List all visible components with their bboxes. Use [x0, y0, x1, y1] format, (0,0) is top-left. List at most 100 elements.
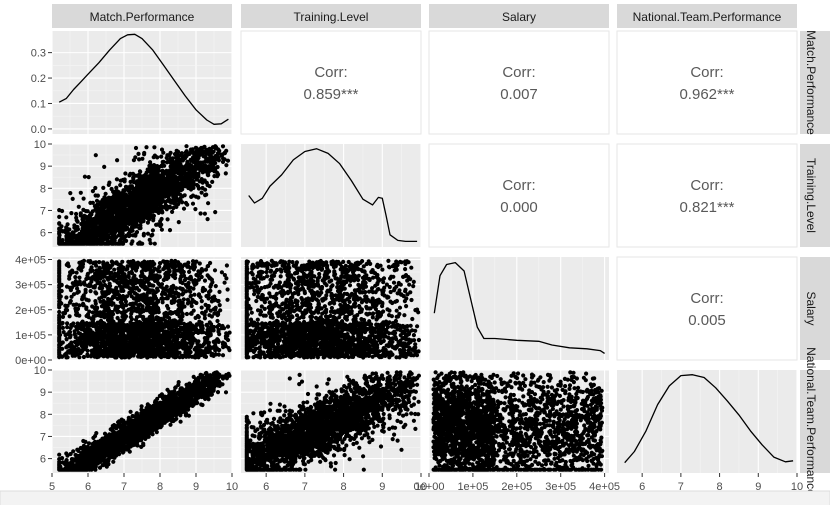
strip-label-row-3: Salary: [804, 291, 818, 325]
panel-r3-c1: [51, 257, 233, 361]
scatter-dots: [244, 370, 421, 472]
density-line-3: [433, 261, 605, 354]
left-tick-label: 9: [40, 161, 46, 173]
corr-panel-bg: [428, 143, 610, 248]
left-tick-label: 1e+05: [15, 330, 46, 342]
panel-r2-c3: Corr: 0.000: [428, 143, 610, 248]
corr-value: 0.007: [500, 86, 538, 103]
scatter-dots: [57, 370, 232, 472]
panel-r4-c4: [617, 370, 798, 473]
corr-panel-bg: [428, 30, 610, 135]
bottom-tick-label: 2e+05: [501, 481, 532, 493]
left-tick-label: 8: [40, 409, 46, 421]
corr-value: 0.859***: [303, 86, 358, 103]
scatter-points-r4-c1: [57, 370, 232, 472]
left-tick-label: 0.3: [31, 48, 46, 60]
bottom-tick-label: 9: [755, 481, 761, 493]
corr-label: Corr:: [690, 64, 723, 81]
strip-label-row-2: Training.Level: [804, 158, 818, 233]
strip-label-row-1: Match.Performance: [804, 30, 818, 135]
column-strip-labels: Match.Performance Training.Level Salary Nat…: [52, 4, 797, 28]
panel-r1-c4: Corr: 0.962***: [616, 30, 798, 135]
strip-label-row-4: National.Team.Performance: [804, 347, 818, 496]
scatter-points-r2-c1: [57, 144, 231, 246]
panel-r3-c4: Corr: 0.005: [616, 256, 798, 361]
strip-bg-col-4: [617, 4, 797, 28]
bottom-tick-label: 9: [379, 481, 385, 493]
bottom-tick-label: 7: [121, 481, 127, 493]
bottom-tick-label: 6: [639, 481, 645, 493]
left-tick-label: 4e+05: [15, 255, 46, 267]
left-tick-label: 9: [40, 387, 46, 399]
scatter-points-r4-c2: [244, 370, 421, 472]
strip-bg-row-1: [800, 31, 830, 134]
left-tick-label: 7: [40, 431, 46, 443]
bottom-tick-label: 10: [791, 481, 803, 493]
panel-r4-c1: [51, 369, 233, 473]
bottom-tick-label: 8: [157, 481, 163, 493]
left-tick-label: 0e+00: [15, 355, 46, 367]
strip-bg-col-1: [52, 4, 232, 28]
scatter-dots: [57, 258, 232, 360]
panel-r1-c1: [51, 31, 233, 134]
bottom-tick-label: 6: [263, 481, 269, 493]
panel-r2-c2: [241, 144, 422, 247]
bottom-tick-label: 1e+05: [457, 481, 488, 493]
panel-r4-c3: [428, 369, 609, 473]
panel-r1-c2: Corr: 0.859***: [240, 30, 422, 135]
strip-bg-col-3: [429, 4, 609, 28]
bottom-tick-label: 5: [49, 481, 55, 493]
left-tick-label: 0.1: [31, 98, 46, 110]
corr-panel-bg: [616, 143, 798, 248]
strip-label-col-4: National.Team.Performance: [633, 10, 782, 24]
scatter-dots: [431, 370, 605, 472]
left-tick-label: 0.2: [31, 73, 46, 85]
left-tick-label: 10: [34, 365, 46, 377]
bottom-tick-label: 4e+05: [589, 481, 620, 493]
corr-panel-bg: [616, 30, 798, 135]
strip-bg-row-3: [800, 257, 830, 360]
panel-bg: [241, 144, 421, 247]
corr-value: 0.000: [500, 199, 538, 216]
scatter-points-r3-c2: [244, 258, 421, 360]
corr-panel-bg: [240, 30, 422, 135]
corr-label: Corr:: [502, 64, 535, 81]
bottom-tick-label: 9: [193, 481, 199, 493]
panel-r2-c4: Corr: 0.821***: [616, 143, 798, 248]
strip-bg-col-2: [241, 4, 421, 28]
bottom-tick-label: 8: [341, 481, 347, 493]
bottom-tick-label: 10: [415, 481, 427, 493]
corr-value: 0.962***: [679, 86, 734, 103]
panel-bg: [429, 257, 609, 360]
bottom-tick-label: 0e+00: [414, 481, 445, 493]
panel-r4-c2: [241, 369, 422, 473]
bottom-tick-label: 3e+05: [545, 481, 576, 493]
left-axis-ticks: 0.00.10.20.36789100e+001e+052e+053e+054e…: [15, 48, 52, 466]
bottom-tick-label: 8: [717, 481, 723, 493]
left-tick-label: 10: [34, 139, 46, 151]
corr-label: Corr:: [502, 177, 535, 194]
strip-label-col-3: Salary: [502, 10, 536, 24]
density-line-1: [58, 33, 229, 125]
strip-label-col-2: Training.Level: [294, 10, 369, 24]
scatter-dots: [57, 144, 231, 246]
panel-r3-c3: [428, 257, 609, 360]
bottom-tick-label: 6: [85, 481, 91, 493]
left-tick-label: 6: [40, 454, 46, 466]
left-tick-label: 6: [40, 228, 46, 240]
panel-r1-c3: Corr: 0.007: [428, 30, 610, 135]
corr-label: Corr:: [690, 290, 723, 307]
panel-r2-c1: [51, 143, 233, 247]
left-tick-label: 3e+05: [15, 280, 46, 292]
corr-value: 0.821***: [679, 199, 734, 216]
left-tick-label: 8: [40, 183, 46, 195]
scatter-points-r4-c3: [431, 370, 605, 472]
corr-label: Corr:: [314, 64, 347, 81]
bottom-tick-label: 10: [226, 481, 238, 493]
strip-bg-row-2: [800, 144, 830, 247]
panel-r3-c2: [241, 257, 422, 361]
matrix-panels: Corr:0.859***Corr:0.007Corr:0.962***Corr…: [51, 30, 798, 473]
strip-bg-row-4: [800, 370, 830, 473]
